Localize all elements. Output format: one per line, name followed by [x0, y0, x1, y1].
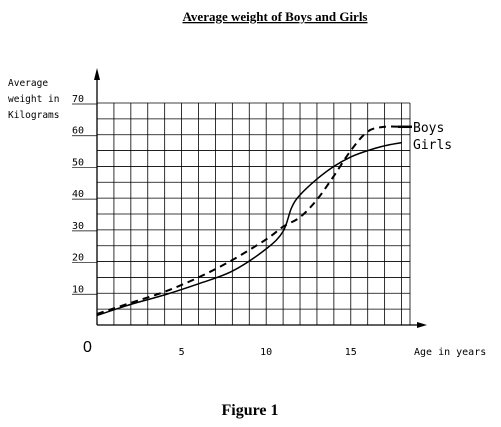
y-tick-label: 70 — [72, 94, 84, 105]
legend-boys: Boys — [413, 121, 444, 136]
series-line-girls — [96, 141, 402, 317]
figure-caption: Figure 1 — [221, 402, 278, 419]
chart-title: Average weight of Boys and Girls — [183, 9, 368, 24]
series-lines — [96, 125, 412, 317]
y-axis-label-line-1: Average — [8, 78, 48, 89]
x-tick-label: 5 — [179, 347, 185, 358]
x-axis-label: Age in years — [414, 347, 486, 358]
y-axis-label-line-2: weight in — [8, 94, 59, 105]
y-tick-label: 10 — [72, 284, 84, 295]
plot-grid — [97, 102, 411, 325]
y-axis-arrow — [94, 68, 100, 80]
y-tick-label: 40 — [72, 189, 84, 200]
y-tick-label: 60 — [72, 126, 84, 137]
axes — [94, 68, 427, 328]
y-tick-label: 20 — [72, 253, 84, 264]
tick-labels: 10 20 30 40 50 60 70 5 10 15 — [72, 94, 357, 358]
y-axis-label-line-3: Kilograms — [8, 110, 59, 121]
x-tick-label: 15 — [345, 347, 357, 358]
origin-label: 0 — [83, 339, 92, 356]
x-tick-label: 10 — [260, 347, 272, 358]
y-tick-label: 30 — [72, 221, 84, 232]
legend-girls: Girls — [413, 138, 452, 153]
series-line-boys — [96, 125, 402, 315]
y-tick-label: 50 — [72, 157, 84, 168]
x-axis-arrow — [417, 322, 427, 328]
